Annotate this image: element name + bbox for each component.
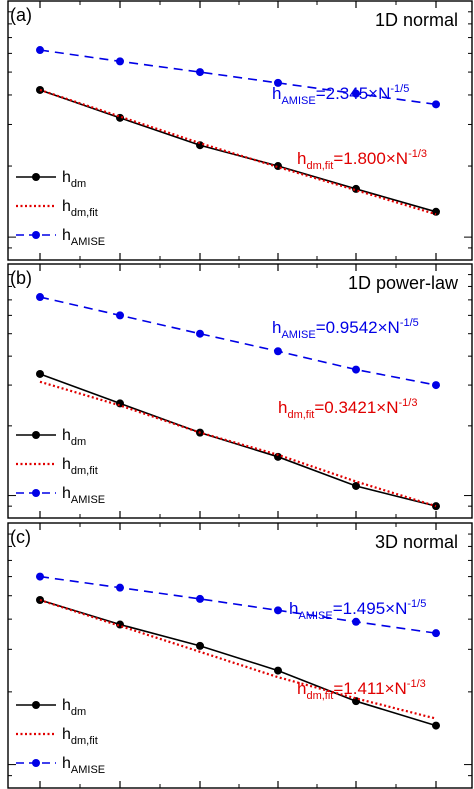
data-point-amise (432, 100, 440, 109)
annotation-amise: hAMISE=2.345×N-1/5 (272, 83, 409, 107)
legend-entry: hdm (62, 427, 86, 448)
data-point-dm (36, 369, 44, 378)
annotation-fit: hdm,fit=1.411×N-1/3 (297, 678, 426, 702)
series-line-amise (39, 49, 437, 106)
legend-entry: hAMISE (62, 485, 105, 506)
data-point-amise (274, 606, 282, 615)
data-point-amise (116, 57, 124, 66)
data-point-amise (116, 583, 124, 592)
panel-title: 1D power-law (348, 273, 459, 293)
data-point-amise (36, 46, 44, 55)
series-line-dm (39, 373, 437, 507)
legend-swatch-marker (32, 759, 40, 767)
data-point-amise (274, 78, 282, 87)
legend-entry: hAMISE (62, 227, 105, 248)
panel-label: (b) (10, 268, 32, 288)
legend-entry: hdm (62, 697, 86, 718)
data-point-amise (432, 629, 440, 638)
data-point-dm (352, 481, 360, 490)
data-point-amise (116, 311, 124, 320)
data-point-amise (36, 293, 44, 302)
panel-b: (b) 1D power-law hAMISE=0.9542×N-1/5 hdm,fi… (7, 263, 473, 519)
data-point-dm (432, 721, 440, 730)
data-point-dm (432, 207, 440, 216)
legend-swatch-marker (32, 701, 40, 709)
data-point-amise (196, 329, 204, 338)
legend-swatch-marker (32, 231, 40, 239)
panel-a: (a) 1D normal hAMISE=2.345×N-1/5 hdm,fit=1.… (7, 0, 473, 261)
series-line-dmfit (39, 380, 437, 508)
axes-frame (7, 0, 473, 261)
annotation-amise: hAMISE=0.9542×N-1/5 (272, 317, 419, 341)
panel-title: 1D normal (375, 10, 458, 30)
legend-entry: hAMISE (62, 755, 105, 776)
axes-frame (7, 522, 473, 789)
legend-swatch-marker (32, 489, 40, 497)
panel-label: (c) (10, 527, 31, 547)
data-point-dm (196, 641, 204, 650)
series-line-amise (39, 296, 437, 386)
data-point-amise (352, 617, 360, 626)
legend-swatch-marker (32, 431, 40, 439)
data-point-amise (36, 572, 44, 581)
data-point-amise (196, 594, 204, 603)
data-point-amise (196, 68, 204, 77)
annotation-fit: hdm,fit=0.3421×N-1/3 (278, 397, 417, 421)
data-point-dm (274, 452, 282, 461)
data-point-amise (274, 347, 282, 356)
data-point-dm (274, 666, 282, 675)
series-line-amise (39, 575, 437, 634)
data-point-amise (352, 365, 360, 374)
panel-label: (a) (10, 5, 32, 25)
data-point-amise (352, 89, 360, 98)
legend-entry: hdm,fit (62, 198, 98, 219)
legend-swatch-marker (32, 173, 40, 181)
series-line-dm (39, 89, 437, 213)
panel-title: 3D normal (375, 532, 458, 552)
legend-entry: hdm (62, 169, 86, 190)
legend-entry: hdm,fit (62, 726, 98, 747)
axes-frame (7, 263, 473, 519)
annotation-amise: hAMISE=1.495×N-1/5 (289, 598, 426, 622)
series-line-dm (39, 599, 437, 727)
data-point-amise (432, 381, 440, 390)
annotation-fit: hdm,fit=1.800×N-1/3 (297, 148, 427, 172)
panel-c: (c) 3D normal hAMISE=1.495×N-1/5 hdm,fit=1.… (7, 522, 473, 789)
legend-entry: hdm,fit (62, 456, 98, 477)
